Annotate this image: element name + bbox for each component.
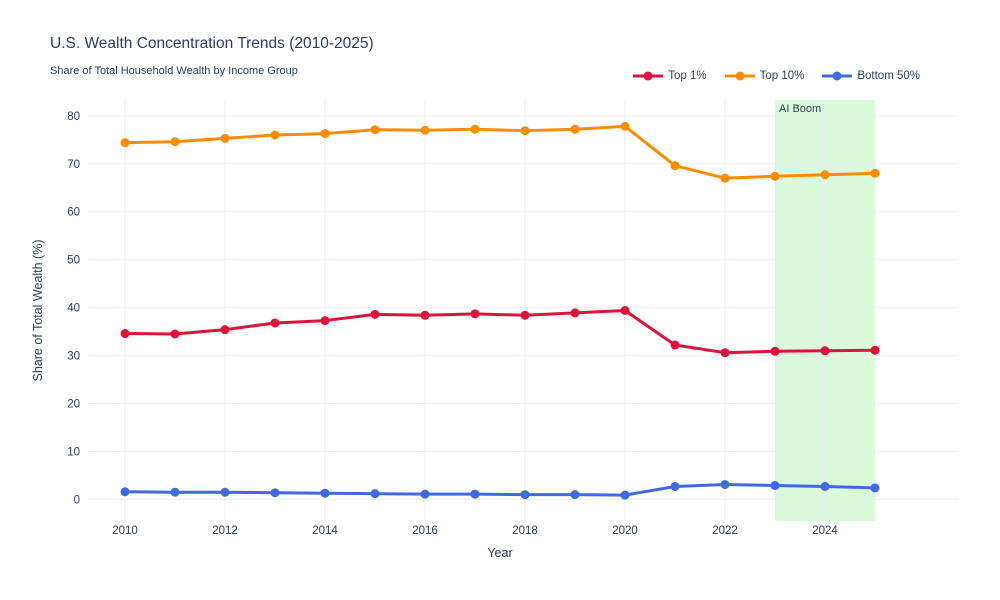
- data-point-bottom-50-2021[interactable]: [670, 481, 680, 491]
- data-point-bottom-50-2017[interactable]: [470, 489, 480, 499]
- legend-label-bottom-50: Bottom 50%: [857, 70, 920, 82]
- data-point-top-10-2014[interactable]: [320, 129, 330, 139]
- data-point-bottom-50-2025[interactable]: [870, 483, 880, 493]
- series-line-top-1: [123, 309, 877, 355]
- data-point-top-1-2015[interactable]: [370, 309, 380, 319]
- data-point-bottom-50-2023[interactable]: [770, 481, 780, 491]
- y-tick-label: 30: [67, 351, 80, 363]
- legend-marker-bottom-50: [822, 71, 853, 81]
- x-tick-label: 2010: [112, 525, 138, 537]
- data-point-top-10-2017[interactable]: [470, 124, 480, 134]
- data-point-top-10-2018[interactable]: [520, 126, 530, 136]
- x-tick-label: 2014: [312, 525, 338, 537]
- data-point-top-10-2022[interactable]: [720, 173, 730, 183]
- x-tick-label: 2020: [612, 525, 638, 537]
- series-line-top-10: [123, 124, 877, 180]
- data-point-bottom-50-2024[interactable]: [820, 481, 830, 491]
- data-point-top-1-2020[interactable]: [620, 306, 630, 315]
- data-point-top-10-2012[interactable]: [220, 133, 230, 143]
- data-point-top-10-2021[interactable]: [670, 161, 680, 171]
- data-point-bottom-50-2016[interactable]: [420, 489, 430, 499]
- data-point-bottom-50-2010[interactable]: [120, 487, 130, 497]
- legend-label-top-1: Top 1%: [668, 70, 707, 82]
- data-point-top-1-2025[interactable]: [870, 345, 880, 355]
- data-point-top-1-2016[interactable]: [420, 310, 430, 320]
- data-point-top-10-2013[interactable]: [270, 130, 280, 140]
- legend-item-top-1[interactable]: Top 1%: [633, 70, 707, 82]
- region-label-ai-boom: AI Boom: [779, 103, 821, 115]
- data-point-top-1-2013[interactable]: [270, 318, 280, 328]
- legend-marker-top-1: [633, 71, 664, 81]
- legend-label-top-10: Top 10%: [759, 70, 805, 82]
- x-tick-label: 2012: [212, 525, 238, 537]
- legend-marker-top-10: [724, 71, 755, 81]
- data-point-top-1-2018[interactable]: [520, 310, 530, 320]
- y-tick-label: 60: [67, 207, 80, 219]
- data-point-top-1-2023[interactable]: [770, 346, 780, 356]
- y-axis-title: Share of Total Wealth (%): [31, 240, 45, 382]
- data-point-top-10-2016[interactable]: [420, 125, 430, 135]
- x-tick-label: 2018: [512, 525, 538, 537]
- data-point-top-1-2024[interactable]: [820, 346, 830, 356]
- y-tick-label: 20: [67, 399, 80, 411]
- data-point-top-10-2010[interactable]: [120, 138, 130, 148]
- data-point-top-1-2012[interactable]: [220, 325, 230, 335]
- data-point-bottom-50-2011[interactable]: [170, 487, 180, 497]
- chart-title: U.S. Wealth Concentration Trends (2010-2…: [50, 35, 374, 52]
- data-point-top-10-2024[interactable]: [820, 170, 830, 180]
- data-point-top-1-2017[interactable]: [470, 309, 480, 319]
- x-axis-title: Year: [487, 546, 512, 560]
- data-point-bottom-50-2015[interactable]: [370, 489, 380, 499]
- data-point-top-10-2019[interactable]: [570, 124, 580, 134]
- legend-item-top-10[interactable]: Top 10%: [724, 70, 805, 82]
- data-point-bottom-50-2020[interactable]: [620, 490, 630, 500]
- x-tick-label: 2022: [712, 525, 738, 537]
- data-point-top-1-2021[interactable]: [670, 340, 680, 350]
- legend: Top 1% Top 10% Bottom 50%: [633, 70, 920, 82]
- chart-subtitle: Share of Total Household Wealth by Incom…: [50, 65, 298, 77]
- data-point-top-10-2015[interactable]: [370, 125, 380, 135]
- x-tick-label: 2024: [812, 525, 838, 537]
- data-point-top-1-2011[interactable]: [170, 329, 180, 339]
- data-point-bottom-50-2014[interactable]: [320, 488, 330, 498]
- y-tick-label: 10: [67, 446, 80, 458]
- data-point-bottom-50-2022[interactable]: [720, 480, 730, 490]
- data-point-bottom-50-2018[interactable]: [520, 490, 530, 500]
- y-tick-label: 80: [67, 111, 80, 123]
- data-point-top-10-2020[interactable]: [620, 121, 630, 131]
- data-point-top-10-2025[interactable]: [870, 168, 880, 178]
- data-point-top-1-2014[interactable]: [320, 316, 330, 326]
- data-point-top-1-2019[interactable]: [570, 308, 580, 318]
- legend-item-bottom-50[interactable]: Bottom 50%: [822, 70, 920, 82]
- data-point-top-1-2010[interactable]: [120, 329, 130, 339]
- y-tick-label: 50: [67, 255, 80, 267]
- data-point-bottom-50-2012[interactable]: [220, 487, 230, 497]
- data-point-top-10-2011[interactable]: [170, 137, 180, 147]
- y-tick-label: 0: [74, 494, 80, 506]
- y-tick-label: 70: [67, 159, 80, 171]
- data-point-top-1-2022[interactable]: [720, 348, 730, 358]
- data-point-bottom-50-2013[interactable]: [270, 488, 280, 498]
- x-tick-label: 2016: [412, 525, 438, 537]
- data-point-bottom-50-2019[interactable]: [570, 490, 580, 500]
- data-point-top-10-2023[interactable]: [770, 171, 780, 181]
- y-tick-label: 40: [67, 303, 80, 315]
- series-line-bottom-50: [123, 483, 877, 497]
